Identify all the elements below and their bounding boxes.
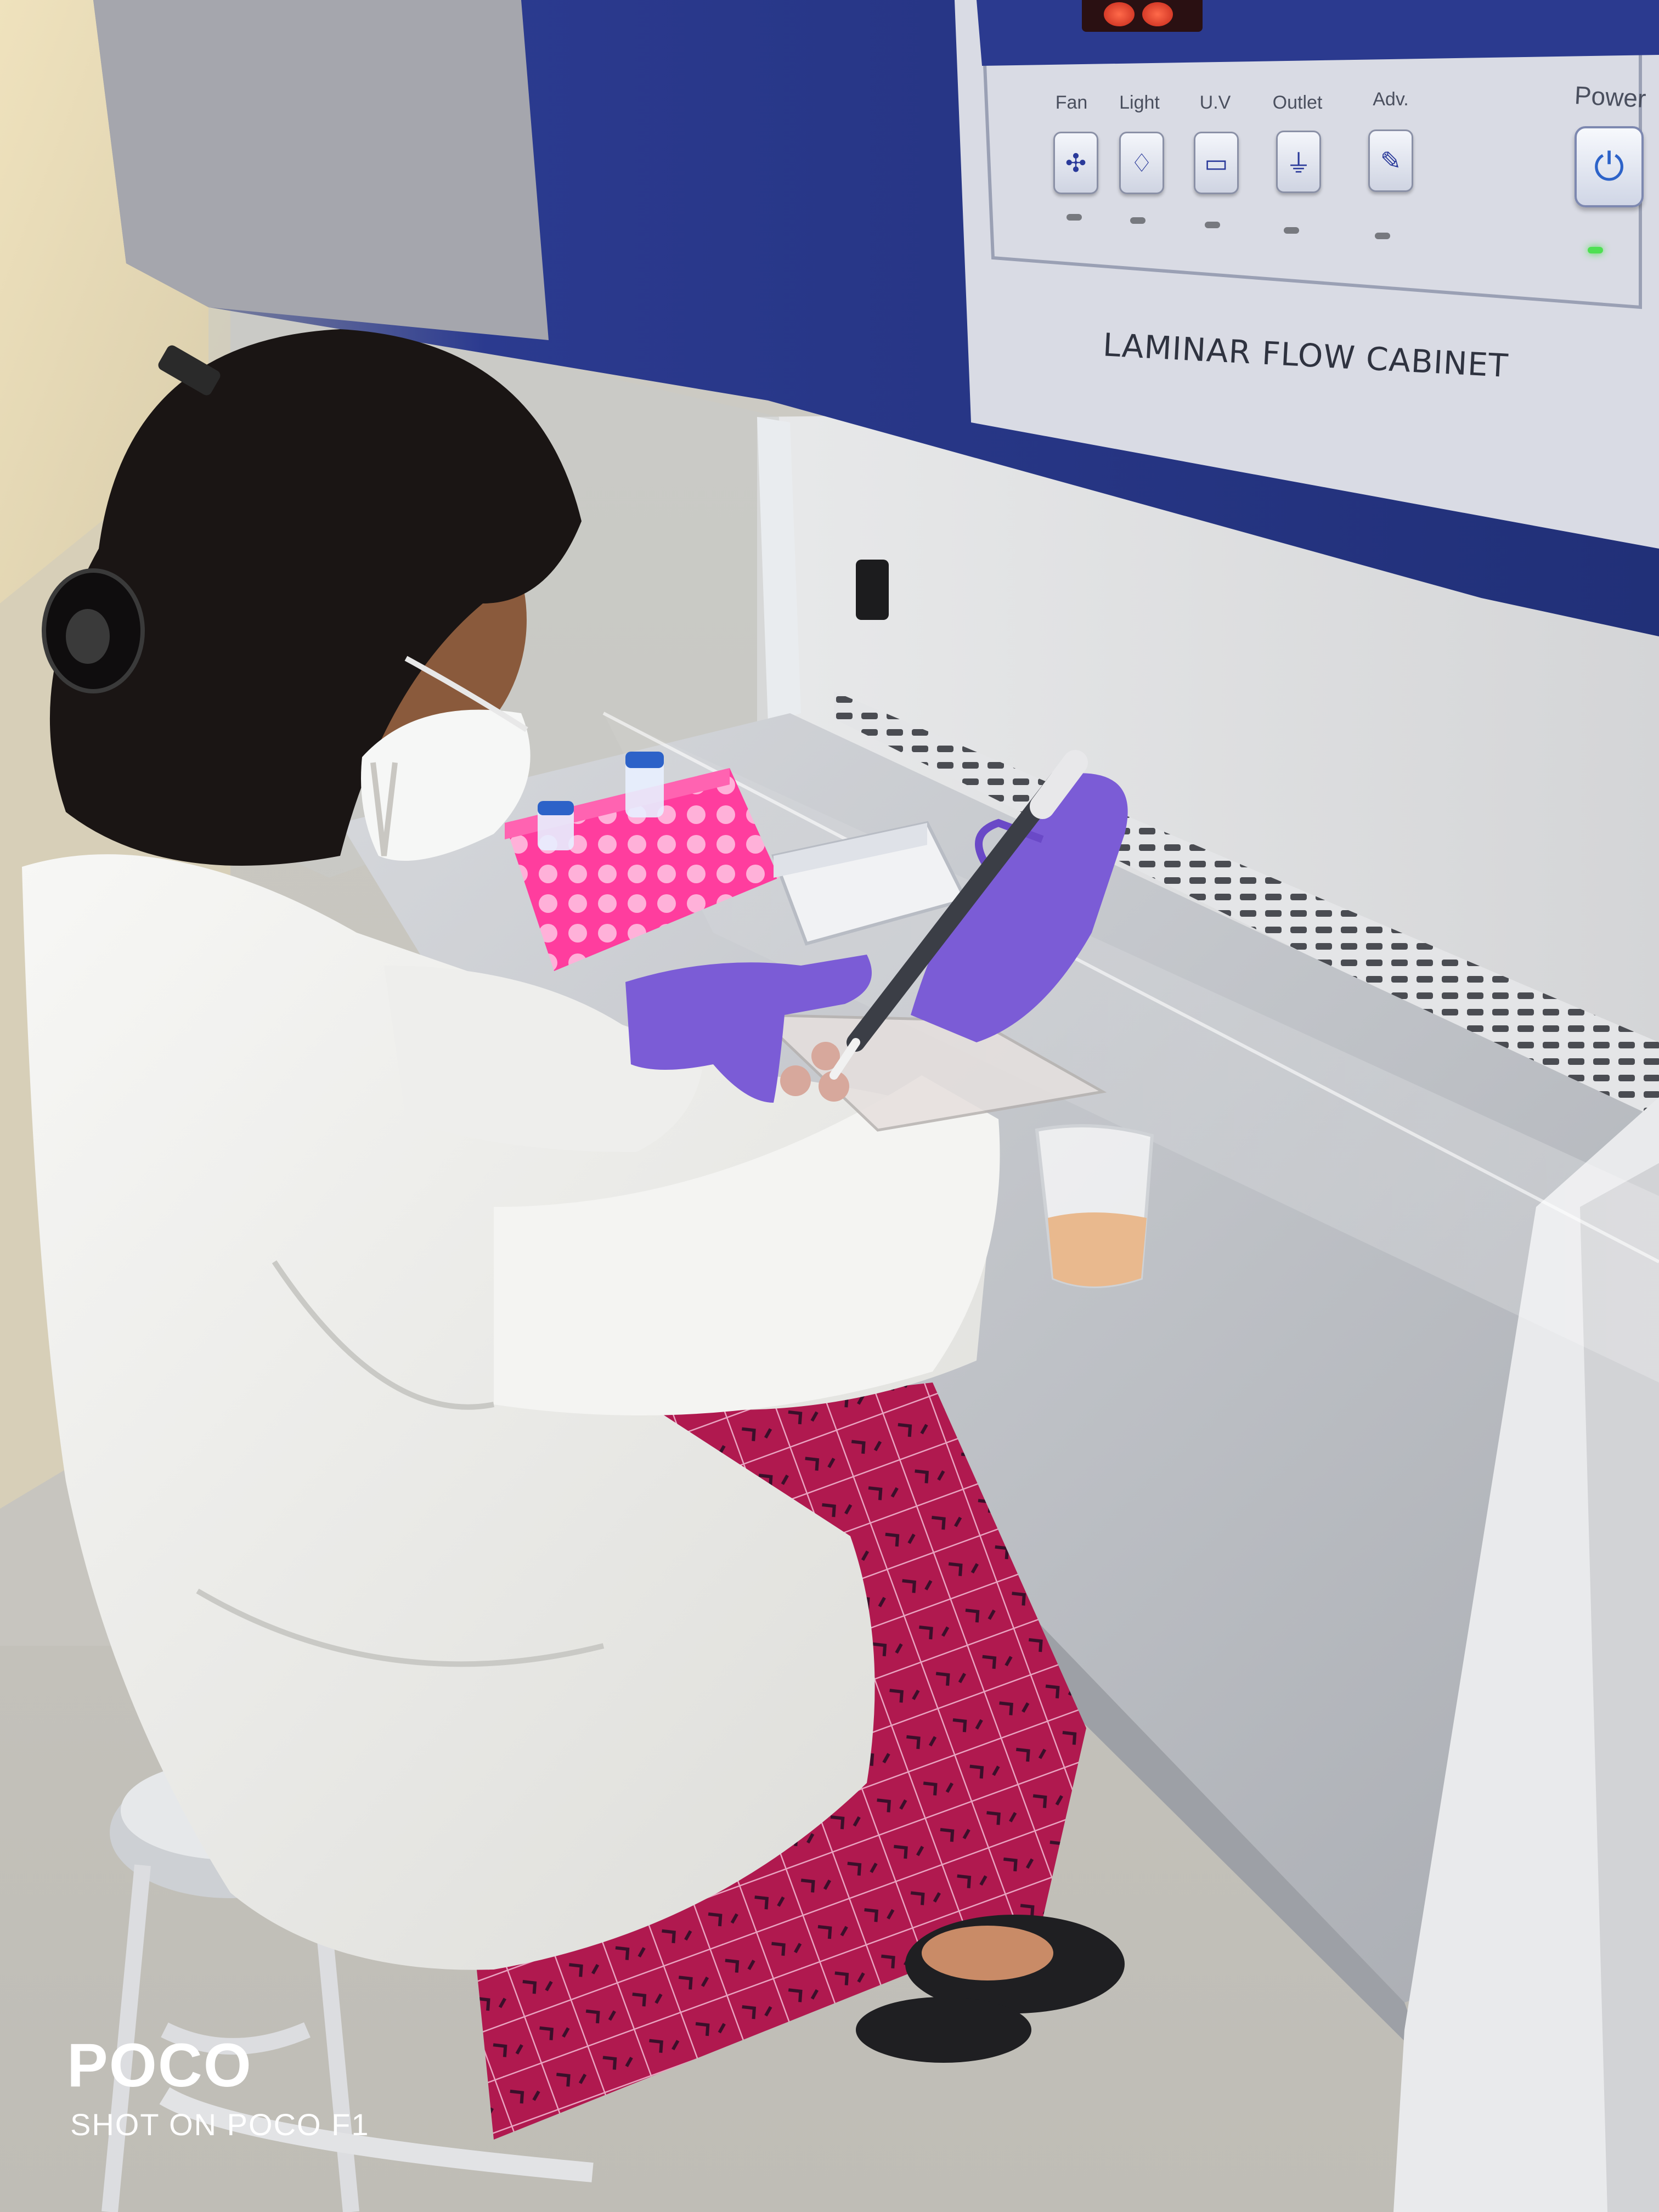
fan-icon: ✣: [1065, 148, 1087, 178]
power-icon: ⏻: [1594, 144, 1624, 189]
power-button: ⏻: [1575, 126, 1644, 207]
light-button-label: Light: [1119, 92, 1160, 113]
light-bulb-icon: ♢: [1130, 148, 1153, 178]
adv-indicator-led: [1375, 233, 1390, 239]
camera-watermark-caption: SHOT ON POCO F1: [70, 2107, 370, 2142]
outlet-button: ⏚: [1276, 131, 1321, 193]
power-button-label: Power: [1573, 81, 1647, 113]
status-display: [1082, 0, 1203, 32]
fan-button-label: Fan: [1055, 92, 1088, 113]
light-button: ♢: [1119, 132, 1164, 194]
uv-indicator-led: [1205, 222, 1220, 228]
outlet-indicator-led: [1284, 227, 1299, 234]
adv-button: ✎: [1368, 129, 1413, 192]
power-indicator-led: [1588, 247, 1603, 253]
outlet-button-label: Outlet: [1272, 92, 1323, 113]
uv-lamp-icon: ▭: [1204, 148, 1228, 178]
uv-button-label: U.V: [1199, 92, 1231, 113]
fan-indicator-led: [1066, 214, 1082, 221]
light-indicator-led: [1130, 217, 1146, 224]
adv-button-label: Adv.: [1373, 89, 1409, 110]
camera-watermark-brand: POCO: [67, 2031, 252, 2100]
uv-button: ▭: [1194, 132, 1239, 194]
wrench-icon: ✎: [1380, 146, 1402, 176]
outlet-icon: ⏚: [1286, 149, 1311, 178]
fan-button: ✣: [1053, 132, 1098, 194]
